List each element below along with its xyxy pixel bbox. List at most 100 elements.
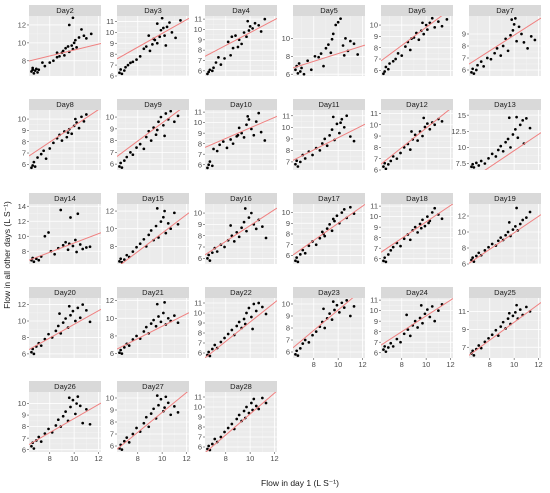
panel-marks xyxy=(469,302,541,357)
y-tick-label: 6 xyxy=(462,260,466,269)
data-point xyxy=(352,139,356,143)
panel-background xyxy=(29,110,101,170)
data-point xyxy=(514,17,517,20)
facet-panel-day8: Day8 6 7 8 9 10 xyxy=(18,99,101,170)
data-point xyxy=(125,155,129,159)
data-point xyxy=(240,131,243,135)
y-tick-label: 9 xyxy=(22,126,26,135)
trend-line xyxy=(29,402,101,446)
data-point xyxy=(32,160,36,164)
facet-title: Day9 xyxy=(144,100,162,109)
data-point xyxy=(254,227,258,231)
data-point xyxy=(235,417,239,421)
data-point xyxy=(399,151,402,155)
data-point xyxy=(70,44,74,47)
panel-marks xyxy=(29,303,101,356)
y-tick-label: 10 xyxy=(458,143,466,152)
y-tick-label: 6 xyxy=(198,443,202,452)
data-point xyxy=(416,231,419,234)
data-point xyxy=(437,309,440,312)
data-point xyxy=(176,321,180,325)
data-point xyxy=(207,70,211,74)
panel-marks xyxy=(381,110,450,170)
facet-panel-day20: Day20 6 8 10 12 xyxy=(18,287,101,358)
y-tick-label: 11 xyxy=(194,393,202,402)
data-point xyxy=(89,32,93,36)
data-point xyxy=(323,234,327,238)
facet-title: Day7 xyxy=(496,6,514,15)
y-tick-label: 6 xyxy=(22,445,26,454)
data-point xyxy=(331,32,335,36)
panel-marks xyxy=(293,204,365,264)
data-point xyxy=(154,133,158,137)
data-point xyxy=(257,301,261,305)
data-point xyxy=(212,147,215,151)
trend-line xyxy=(469,302,541,356)
data-point xyxy=(472,166,476,169)
facet-strip xyxy=(117,5,189,16)
data-point xyxy=(151,43,154,46)
y-tick-label: 11 xyxy=(458,307,466,316)
data-point xyxy=(219,63,223,66)
data-point xyxy=(206,256,209,260)
y-tick-label: 10 xyxy=(194,25,202,34)
data-point xyxy=(247,306,251,310)
data-point xyxy=(64,240,67,244)
data-point xyxy=(237,320,241,324)
y-tick-label: 6 xyxy=(374,166,378,175)
data-point xyxy=(223,430,226,434)
data-point xyxy=(430,16,434,20)
data-point xyxy=(144,135,148,139)
data-point xyxy=(39,440,43,443)
data-point xyxy=(129,151,132,154)
y-tick-label: 6 xyxy=(374,254,378,263)
data-point xyxy=(428,127,432,131)
data-point xyxy=(81,421,85,425)
data-point xyxy=(483,249,487,252)
x-tick-label: 12 xyxy=(534,360,542,369)
data-point xyxy=(236,133,240,137)
data-point xyxy=(69,216,72,219)
facet-panel-day17: Day17 6 78 9 10 xyxy=(282,193,365,264)
y-tick-label: 11 xyxy=(282,111,290,120)
data-point xyxy=(514,310,517,314)
data-point xyxy=(64,410,67,413)
data-point xyxy=(477,344,481,347)
data-point xyxy=(328,223,331,226)
data-point xyxy=(408,334,412,338)
data-point xyxy=(320,142,324,145)
y-tick-label: 9 xyxy=(198,35,202,44)
data-point xyxy=(261,225,264,228)
y-tick-label: 8 xyxy=(22,422,26,431)
data-point xyxy=(472,72,476,75)
data-point xyxy=(41,61,44,64)
data-point xyxy=(482,65,485,68)
data-point xyxy=(33,165,37,168)
data-point xyxy=(309,68,313,72)
data-point xyxy=(56,418,60,422)
data-point xyxy=(159,220,163,223)
data-point xyxy=(78,404,82,408)
data-point xyxy=(52,59,55,63)
data-point xyxy=(333,308,336,312)
data-point xyxy=(66,131,70,134)
data-point xyxy=(430,211,434,214)
data-point xyxy=(296,354,300,357)
facet-strip xyxy=(293,99,365,110)
data-point xyxy=(471,256,475,259)
data-point xyxy=(252,302,256,306)
data-point xyxy=(264,401,268,405)
data-point xyxy=(166,401,170,405)
data-point xyxy=(179,19,182,22)
data-point xyxy=(246,19,250,23)
data-point xyxy=(229,138,232,141)
panel-marks xyxy=(205,207,277,262)
data-point xyxy=(257,111,261,115)
data-point xyxy=(518,123,522,127)
data-point xyxy=(242,31,246,34)
panel-background xyxy=(29,204,101,264)
data-point xyxy=(248,24,252,28)
data-point xyxy=(154,324,158,328)
data-point xyxy=(521,218,525,222)
